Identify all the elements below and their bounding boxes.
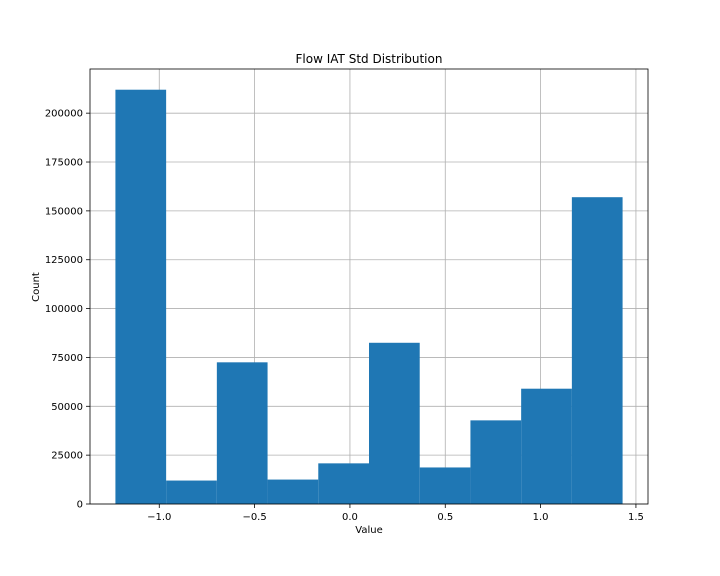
histogram-bar — [267, 479, 319, 504]
x-tick-label: 1.0 — [533, 512, 549, 523]
x-tick-label: 0.0 — [342, 512, 358, 523]
chart-title: Flow IAT Std Distribution — [296, 52, 443, 66]
y-tick-label: 200000 — [45, 109, 83, 120]
histogram-bar — [470, 420, 522, 504]
x-tick-label: −0.5 — [242, 512, 266, 523]
histogram-bar — [521, 388, 572, 504]
y-axis-label: Count — [31, 272, 42, 302]
histogram-bar — [369, 342, 420, 504]
y-tick-label: 0 — [77, 500, 83, 511]
x-axis-label: Value — [355, 525, 382, 536]
x-tick-label: −1.0 — [147, 512, 171, 523]
y-axis-ticks: 0 25000 50000 75000 100000 125000 150000 175000… — [45, 109, 90, 511]
y-tick-label: 100000 — [45, 304, 83, 315]
y-tick-label: 25000 — [51, 451, 83, 462]
histogram-bar — [166, 480, 217, 504]
histogram-bar — [216, 362, 268, 504]
grid-lines — [90, 69, 648, 505]
y-tick-label: 75000 — [51, 353, 83, 364]
histogram-bars — [115, 89, 623, 504]
x-axis-ticks: −1.0 −0.5 0.0 0.5 1.0 1.5 — [147, 504, 644, 523]
y-tick-label: 50000 — [51, 402, 83, 413]
y-tick-label: 125000 — [45, 255, 83, 266]
histogram-bar — [419, 467, 471, 504]
y-tick-label: 175000 — [45, 158, 83, 169]
histogram-bar — [571, 197, 623, 504]
histogram-bar — [318, 463, 369, 504]
histogram-bar — [115, 89, 167, 504]
y-tick-label: 150000 — [45, 206, 83, 217]
x-tick-label: 0.5 — [437, 512, 453, 523]
x-tick-label: 1.5 — [628, 512, 644, 523]
plot-frame — [89, 68, 649, 505]
